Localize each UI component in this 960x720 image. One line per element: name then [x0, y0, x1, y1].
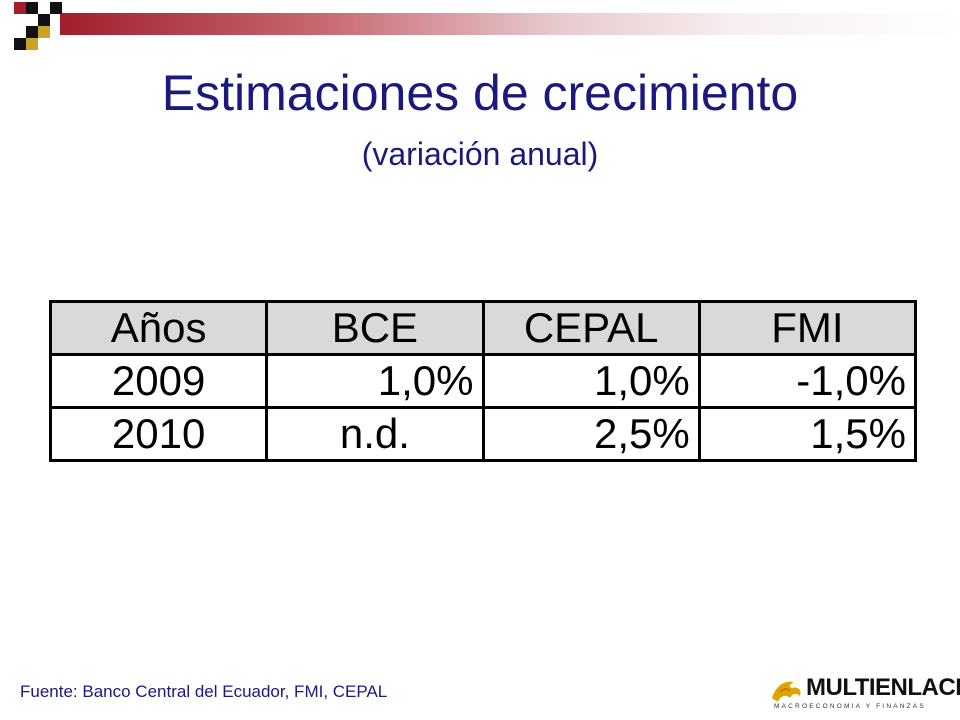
table-row: 2009 1,0% 1,0% -1,0% [48, 353, 918, 409]
checker-square [14, 38, 26, 50]
source-note: Fuente: Banco Central del Ecuador, FMI, … [20, 682, 388, 701]
checker-square [14, 2, 26, 14]
header-gradient-band [60, 13, 960, 35]
slide-subtitle: (variación anual) [361, 136, 599, 172]
lion-emblem-icon [772, 681, 801, 702]
checker-decoration [0, 0, 80, 60]
cell-year: 2009 [48, 353, 269, 409]
checker-square [26, 38, 38, 50]
cell-year: 2010 [48, 406, 269, 462]
table-row: 2010 n.d. 2,5% 1,5% [48, 406, 918, 462]
cell-fmi: 1,5% [697, 406, 918, 462]
checker-square [26, 26, 38, 38]
cell-bce: n.d. [265, 406, 485, 462]
checker-square [38, 26, 50, 38]
growth-estimates-table: Años BCE CEPAL FMI 2009 1,0% 1,0% -1,0% … [48, 300, 918, 462]
checker-square [38, 14, 50, 26]
slide-title: Estimaciones de crecimiento [161, 65, 799, 121]
header-cell-fmi: FMI [697, 300, 918, 356]
multienlace-logo: MULTIENLACE MACROECONOMIA Y FINANZAS [770, 676, 960, 716]
header-cell-cepal: CEPAL [481, 300, 701, 356]
logo-wordmark: MULTIENLACE [806, 674, 960, 701]
cell-cepal: 2,5% [481, 406, 701, 462]
checker-square [50, 2, 62, 14]
cell-bce: 1,0% [265, 353, 485, 409]
checker-square [26, 2, 38, 14]
cell-cepal: 1,0% [481, 353, 701, 409]
cell-fmi: -1,0% [697, 353, 918, 409]
logo-tagline: MACROECONOMIA Y FINANZAS [774, 703, 926, 710]
header-cell-bce: BCE [265, 300, 485, 356]
header-cell-years: Años [48, 300, 269, 356]
table-header-row: Años BCE CEPAL FMI [48, 300, 918, 356]
